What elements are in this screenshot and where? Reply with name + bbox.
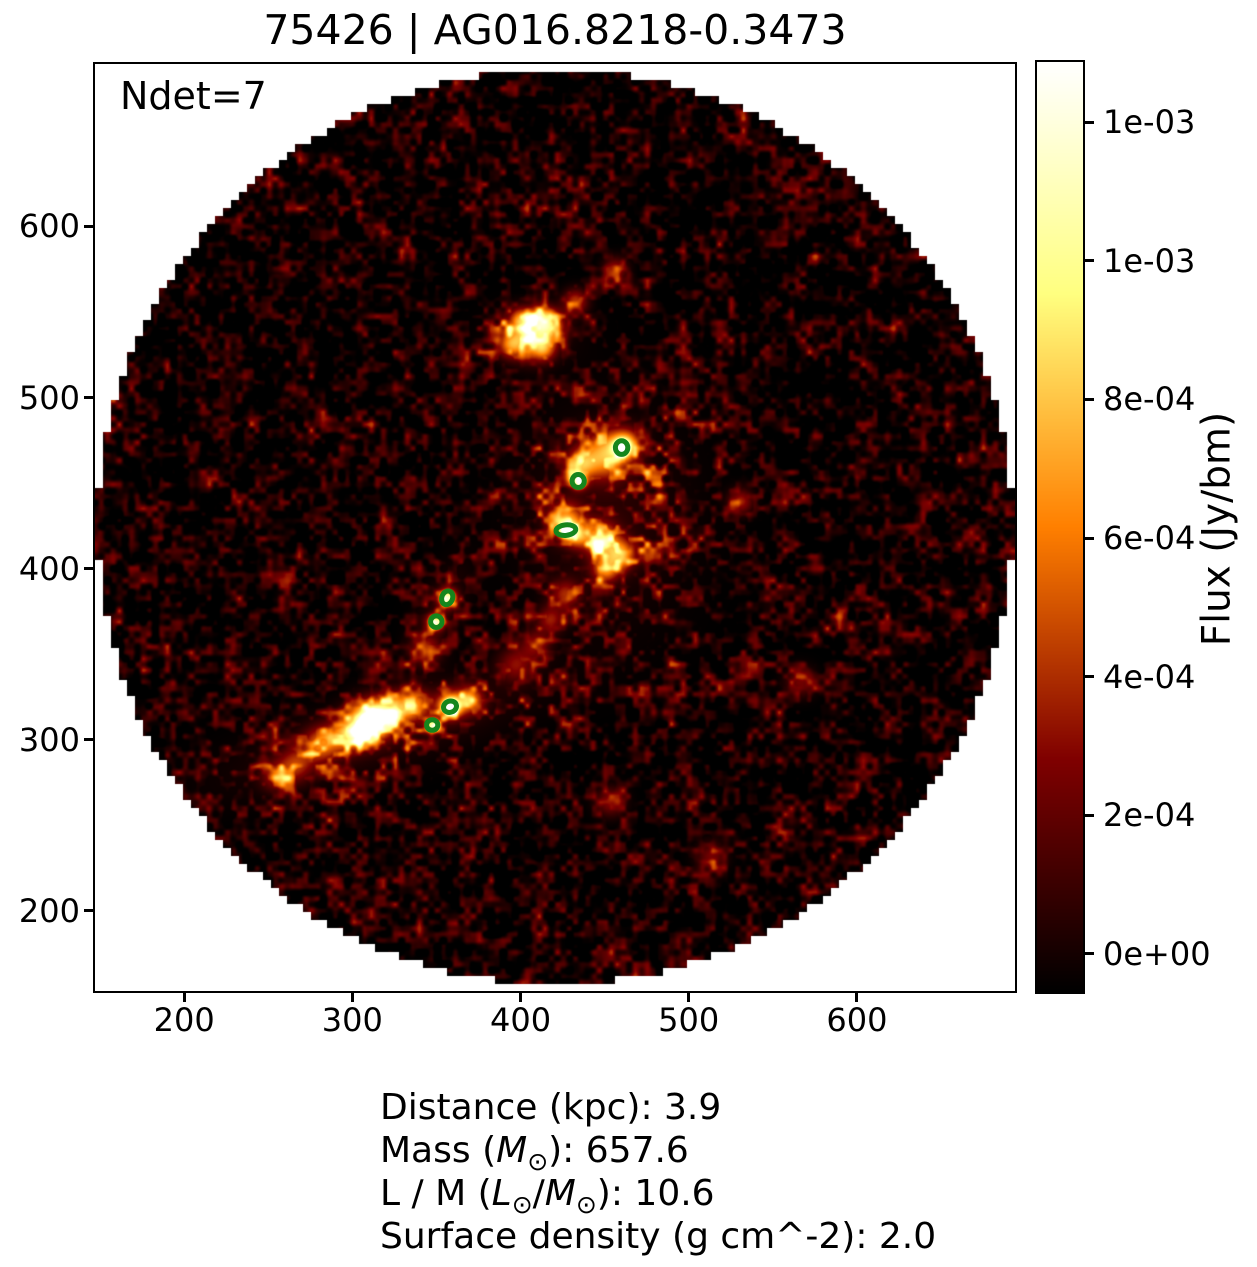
detection-ellipse [569, 472, 587, 490]
detection-ellipse [553, 522, 579, 538]
colorbar-gradient [1037, 62, 1083, 992]
colorbar-tick-mark [1085, 397, 1094, 401]
plot-axes: Ndet=7 [93, 62, 1017, 993]
colorbar-tick-mark [1085, 259, 1094, 263]
colorbar-tick-label: 2e-04 [1103, 796, 1196, 835]
info-line-segment: M [496, 1130, 528, 1171]
colorbar-tick-mark [1085, 120, 1094, 124]
info-line-segment: ⊙ [511, 1190, 533, 1220]
detection-ellipse [424, 717, 441, 733]
ndet-label: Ndet=7 [120, 74, 267, 118]
info-annotations: Distance (kpc): 3.9 Mass (M⊙): 657.6 L / M… [380, 1086, 936, 1258]
y-tick-label: 200 [18, 891, 80, 930]
figure-title: 75426 | AG016.8218-0.3473 [263, 6, 847, 54]
info-line-segment: Distance (kpc): 3.9 [380, 1087, 722, 1128]
y-tick-label: 500 [18, 378, 80, 417]
colorbar-axis-label: Flux (Jy/bm) [1194, 411, 1240, 647]
x-tick-label: 200 [153, 1001, 215, 1039]
info-line-segment: Surface density (g cm^-2): 2.0 [380, 1216, 937, 1257]
colorbar-tick-label: 1e-03 [1103, 241, 1196, 280]
y-tick-mark [84, 567, 93, 571]
info-line-segment: ⊙ [575, 1190, 597, 1220]
info-line-segment: Mass ( [380, 1130, 497, 1171]
info-line-segment: / [532, 1173, 545, 1214]
colorbar-tick-mark [1085, 536, 1094, 540]
x-tick-mark [687, 993, 691, 1002]
colorbar-tick-mark [1085, 952, 1094, 956]
y-tick-label: 300 [18, 720, 80, 759]
y-tick-label: 600 [18, 207, 80, 246]
x-tick-label: 300 [321, 1001, 383, 1039]
x-tick-label: 600 [826, 1001, 888, 1039]
y-tick-mark [84, 909, 93, 913]
x-tick-mark [855, 993, 859, 1002]
x-tick-label: 500 [658, 1001, 720, 1039]
colorbar-tick-mark [1085, 813, 1094, 817]
x-tick-mark [350, 993, 354, 1002]
info-line: Surface density (g cm^-2): 2.0 [380, 1215, 936, 1258]
detection-ellipse [439, 588, 456, 608]
y-tick-label: 400 [18, 549, 80, 588]
colorbar-tick-mark [1085, 675, 1094, 679]
info-line-segment: L [491, 1173, 512, 1214]
info-line-segment: ): 657.6 [548, 1130, 689, 1171]
info-line-segment: L / M ( [380, 1173, 492, 1214]
x-tick-mark [519, 993, 523, 1002]
y-tick-mark [84, 396, 93, 399]
info-line: L / M (L⊙/M⊙): 10.6 [380, 1172, 936, 1217]
info-line-segment: ): 10.6 [596, 1173, 715, 1214]
detection-ellipse [612, 438, 631, 457]
x-tick-mark [182, 993, 186, 1002]
info-line: Mass (M⊙): 657.6 [380, 1129, 936, 1174]
colorbar-tick-label: 0e+00 [1103, 934, 1211, 973]
info-line-segment: ⊙ [527, 1147, 549, 1177]
info-line-segment: M [544, 1173, 576, 1214]
colorbar-tick-label: 1e-03 [1103, 103, 1196, 142]
detection-ellipse [441, 698, 459, 715]
colorbar [1035, 60, 1085, 994]
y-tick-mark [84, 224, 93, 228]
detection-ellipse [428, 613, 445, 631]
info-line: Distance (kpc): 3.9 [380, 1086, 936, 1129]
x-tick-label: 400 [489, 1001, 552, 1039]
y-tick-mark [84, 738, 93, 742]
colorbar-tick-label: 6e-04 [1103, 519, 1196, 558]
detections-overlay [424, 438, 631, 733]
colorbar-tick-label: 8e-04 [1103, 380, 1196, 419]
colorbar-tick-label: 4e-04 [1103, 657, 1196, 696]
